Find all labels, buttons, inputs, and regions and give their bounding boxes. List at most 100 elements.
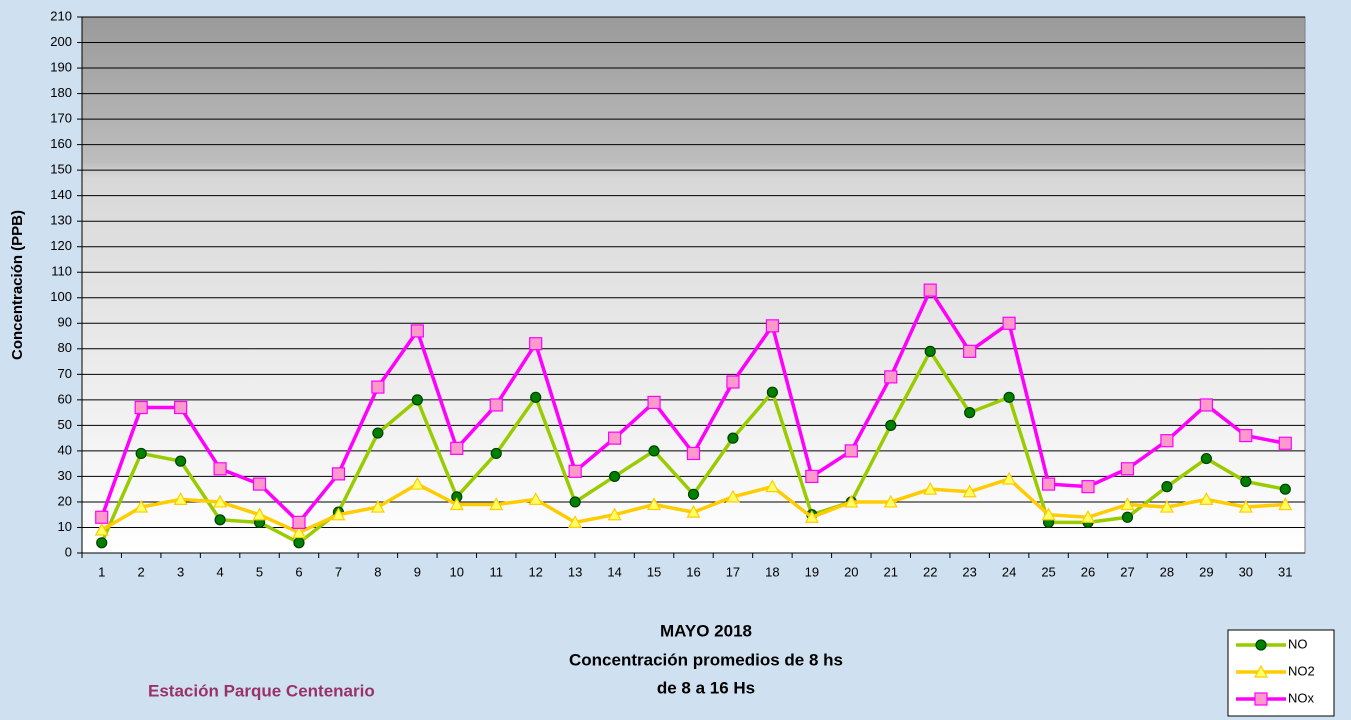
x-tick-label: 14 (607, 564, 621, 579)
x-tick-label: 6 (295, 564, 302, 579)
y-tick-label: 20 (58, 493, 72, 508)
x-tick-label: 9 (414, 564, 421, 579)
data-point (135, 402, 147, 414)
x-tick-label: 30 (1239, 564, 1253, 579)
x-tick-label: 10 (450, 564, 464, 579)
data-point (332, 468, 344, 480)
y-tick-label: 200 (50, 34, 72, 49)
data-point (609, 432, 621, 444)
data-point (728, 433, 738, 443)
legend-label: NO2 (1288, 663, 1315, 678)
data-point (373, 428, 383, 438)
data-point (136, 448, 146, 458)
y-tick-label: 10 (58, 519, 72, 534)
chart-subtitle: Concentración promedios de 8 hs (569, 650, 843, 669)
y-tick-label: 170 (50, 111, 72, 126)
data-point (767, 387, 777, 397)
data-point (648, 396, 660, 408)
data-point (1201, 454, 1211, 464)
x-tick-label: 26 (1081, 564, 1095, 579)
data-point (254, 478, 266, 490)
data-point (97, 538, 107, 548)
data-point (531, 392, 541, 402)
data-point (689, 489, 699, 499)
data-point (1004, 392, 1014, 402)
data-point (451, 442, 463, 454)
data-point (175, 402, 187, 414)
x-tick-label: 16 (686, 564, 700, 579)
data-point (372, 381, 384, 393)
legend-label: NOx (1288, 690, 1315, 705)
data-point (530, 338, 542, 350)
data-point (1003, 317, 1015, 329)
data-point (96, 511, 108, 523)
data-point (215, 515, 225, 525)
x-tick-label: 13 (568, 564, 582, 579)
data-point (1082, 481, 1094, 493)
data-point (490, 399, 502, 411)
y-tick-label: 40 (58, 442, 72, 457)
data-point (214, 463, 226, 475)
chart-title: MAYO 2018 (660, 621, 752, 640)
data-point (1200, 399, 1212, 411)
y-tick-label: 80 (58, 340, 72, 355)
data-point (570, 497, 580, 507)
y-tick-label: 60 (58, 391, 72, 406)
data-point (1122, 512, 1132, 522)
y-tick-label: 90 (58, 315, 72, 330)
data-point (925, 346, 935, 356)
data-point (727, 376, 739, 388)
y-tick-label: 30 (58, 468, 72, 483)
data-point (1121, 463, 1133, 475)
x-tick-label: 18 (765, 564, 779, 579)
y-tick-label: 50 (58, 417, 72, 432)
data-point (1161, 435, 1173, 447)
y-tick-label: 120 (50, 238, 72, 253)
y-tick-label: 190 (50, 59, 72, 74)
x-tick-label: 19 (805, 564, 819, 579)
x-tick-label: 8 (374, 564, 381, 579)
x-tick-label: 11 (489, 564, 503, 579)
data-point (845, 445, 857, 457)
y-tick-label: 0 (65, 544, 72, 559)
data-point (411, 325, 423, 337)
chart-subtitle: de 8 a 16 Hs (657, 678, 755, 697)
data-point (806, 470, 818, 482)
data-point (412, 395, 422, 405)
data-point (964, 345, 976, 357)
page: Concentración (PPB) MAYO 2018 Concentrac… (0, 0, 1351, 720)
x-tick-label: 31 (1278, 564, 1292, 579)
x-tick-label: 4 (216, 564, 223, 579)
data-point (293, 516, 305, 528)
data-point (1043, 478, 1055, 490)
data-point (766, 320, 778, 332)
y-tick-label: 140 (50, 187, 72, 202)
chart: Concentración (PPB) MAYO 2018 Concentrac… (0, 0, 1351, 720)
legend-marker (1256, 640, 1266, 650)
x-tick-label: 29 (1199, 564, 1213, 579)
x-tick-label: 17 (726, 564, 740, 579)
data-point (1162, 482, 1172, 492)
x-tick-label: 24 (1002, 564, 1016, 579)
x-tick-label: 27 (1120, 564, 1134, 579)
x-tick-label: 22 (923, 564, 937, 579)
data-point (886, 420, 896, 430)
data-point (294, 538, 304, 548)
x-tick-label: 23 (962, 564, 976, 579)
y-axis-label: Concentración (PPB) (9, 210, 26, 360)
data-point (1279, 437, 1291, 449)
data-point (924, 284, 936, 296)
x-tick-label: 25 (1041, 564, 1055, 579)
x-tick-label: 28 (1160, 564, 1174, 579)
station-label: Estación Parque Centenario (148, 681, 375, 700)
data-point (491, 448, 501, 458)
data-point (1240, 430, 1252, 442)
y-tick-label: 210 (50, 8, 72, 23)
y-tick-label: 150 (50, 162, 72, 177)
x-tick-label: 12 (528, 564, 542, 579)
legend-label: NO (1288, 636, 1308, 651)
x-tick-label: 15 (647, 564, 661, 579)
y-tick-label: 70 (58, 366, 72, 381)
y-tick-label: 100 (50, 289, 72, 304)
x-tick-label: 21 (884, 564, 898, 579)
